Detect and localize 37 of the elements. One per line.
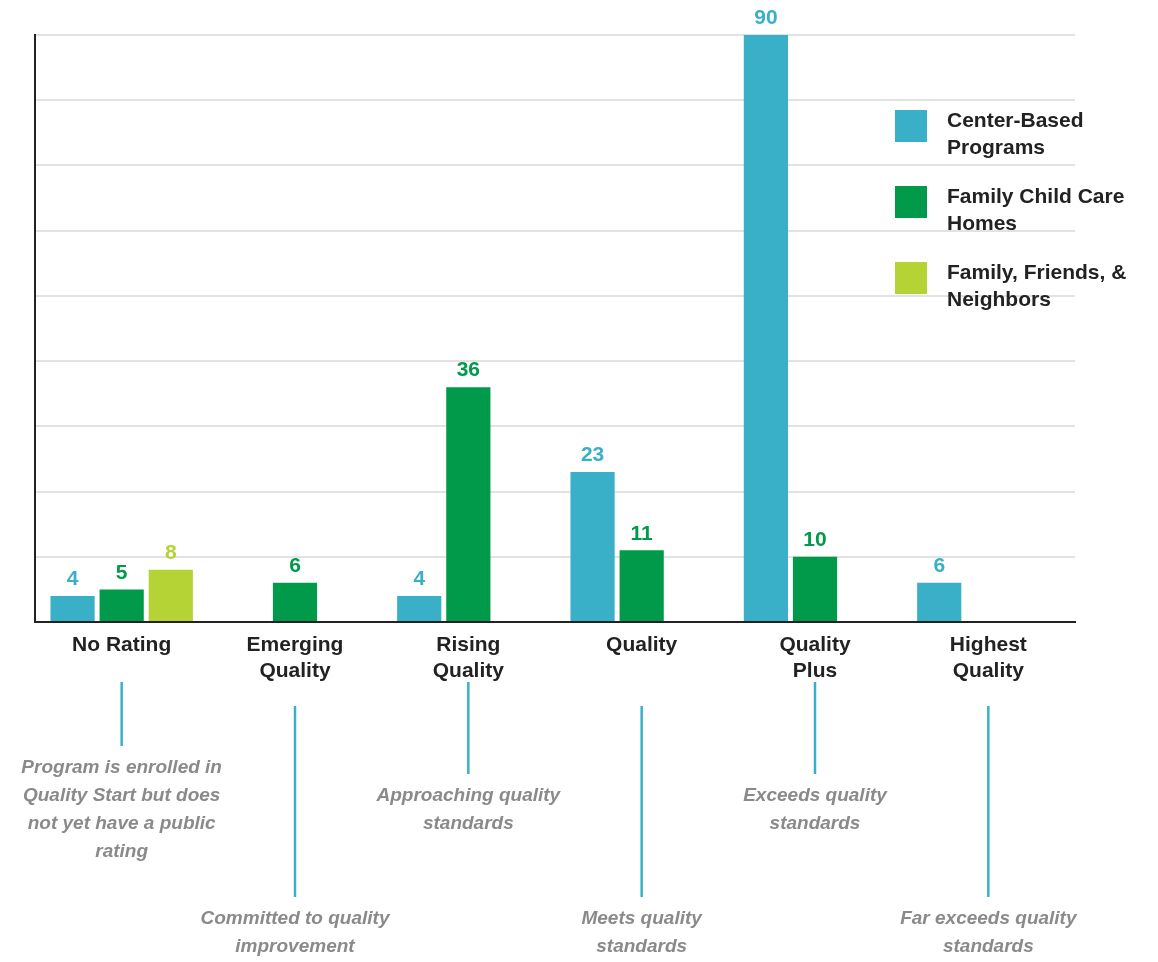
data-label: 90 [754,5,778,29]
bar [619,550,664,621]
legend-label: Center-Based Programs [947,107,1084,158]
x-tick-label: Highest Quality [949,632,1027,681]
text: Program is enrolled in Quality Start but does not yet have a public rating [21,756,222,862]
bar [570,471,615,621]
bar [148,569,193,621]
x-tick-label: Quality Plus [779,632,851,681]
data-label: 10 [803,527,827,551]
text: Exceeds quality standards [743,784,889,834]
text: Approaching quality standards [375,784,562,834]
data-label: 11 [630,520,654,544]
data-label: 8 [164,540,177,564]
text: Far exceeds quality standards [900,907,1078,957]
bar [917,582,962,621]
legend-label: Family Child Care Homes [947,183,1125,234]
bar [792,556,838,621]
text: Meets quality standards [581,907,704,957]
x-tick-label: Rising Quality [432,632,505,681]
data-label: 36 [456,357,481,381]
bar [50,595,95,621]
bar [446,387,491,621]
bar [272,582,318,621]
x-tick-label: Quality [606,632,678,656]
legend-label: Family, Friends, & Neighbors [947,259,1127,310]
x-tick-label: No Rating [72,632,172,656]
data-label: 23 [580,442,605,466]
data-label: 4 [66,566,79,590]
bar [397,595,442,621]
data-label: 4 [413,566,426,590]
bar [99,589,144,621]
data-label: 6 [289,553,301,577]
x-tick-label: Emerging Quality [246,632,344,681]
text: Committed to quality improvement [200,907,391,957]
data-label: 6 [933,553,946,577]
data-label: 5 [115,559,128,583]
bar [743,35,788,621]
